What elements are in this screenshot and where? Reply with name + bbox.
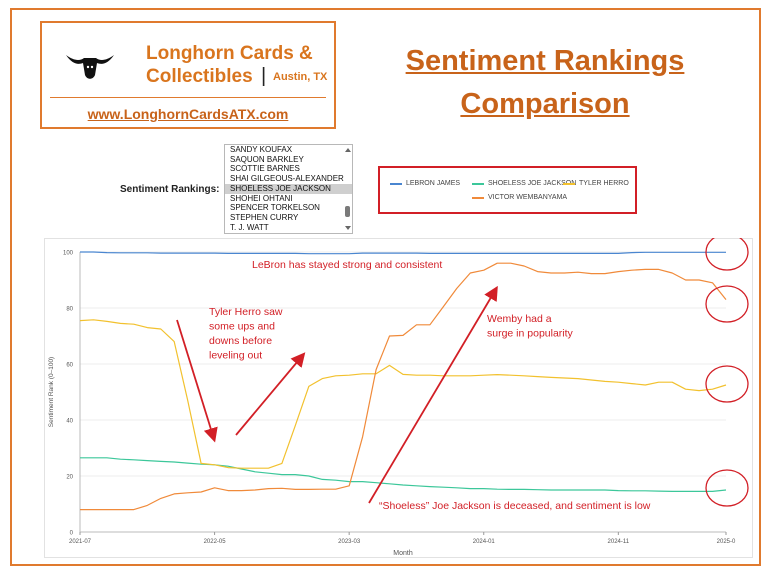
brand-logo-card: Longhorn Cards & Collectibles | Austin, … [40, 21, 336, 129]
scrollbar-thumb[interactable] [345, 206, 350, 217]
y-axis-label: Sentiment Rank (0–100) [48, 357, 55, 427]
annotation-lebron: LeBron has stayed strong and consistent [252, 259, 442, 271]
highlight-circle [705, 469, 749, 507]
sentiment-rankings-label: Sentiment Rankings: [120, 184, 220, 195]
legend-entry: SHOELESS JOE JACKSON [472, 180, 576, 187]
annotation-wemby: surge in popularity [487, 328, 574, 340]
annotation-herro: some ups and [209, 321, 275, 333]
listbox-option[interactable]: SHAI GILGEOUS-ALEXANDER [230, 174, 344, 184]
title-line1: Sentiment Rankings [405, 45, 685, 77]
annotation-herro: leveling out [209, 350, 262, 362]
annotation-arrow [176, 319, 218, 443]
listbox-option[interactable]: SANDY KOUFAX [230, 145, 293, 154]
chart-svg: 0 20 40 60 80 100 2021-07 2022-05 2023-03 2024-01… [44, 233, 753, 558]
listbox-option[interactable]: T. J. WATT [230, 222, 269, 232]
highlight-circle [705, 233, 749, 271]
listbox-option[interactable]: SCOTTIE BARNES [230, 164, 300, 174]
x-tick-label: 2021-07 [69, 539, 92, 545]
sentiment-line-chart: 0 20 40 60 80 100 2021-07 2022-05 2023-03 2024-01… [44, 233, 753, 558]
y-tick-label: 20 [66, 475, 73, 481]
series-line-tyler-herro [79, 319, 727, 469]
legend-swatch [563, 182, 575, 185]
x-axis-label: Month [393, 550, 413, 557]
logo-divider [50, 97, 326, 98]
page-title: Sentiment Rankings Comparison [370, 40, 720, 126]
series-line-victor-wembanyama [80, 262, 727, 511]
x-tick-label: 2024-01 [473, 539, 496, 545]
brand-separator: | [261, 65, 267, 87]
annotation-wemby: Wemby had a [487, 313, 552, 325]
y-tick-label: 40 [66, 419, 73, 425]
legend-swatch [390, 182, 402, 185]
legend-swatch [472, 196, 484, 199]
y-tick-label: 80 [66, 307, 73, 313]
longhorn-bull-icon [66, 55, 114, 79]
y-tick-label: 0 [70, 531, 74, 537]
player-listbox[interactable]: SANDY KOUFAX SAQUON BARKLEY SCOTTIE BARNES… [224, 144, 353, 234]
x-tick-label: 2023-03 [338, 539, 361, 545]
x-tick-label: 2025-0 [717, 539, 736, 545]
listbox-option[interactable]: STEPHEN CURRY [230, 212, 299, 222]
legend-label: VICTOR WEMBANYAMA [488, 194, 568, 201]
scroll-down-icon[interactable] [345, 226, 351, 230]
legend-label: TYLER HERRO [579, 180, 629, 187]
scroll-up-icon[interactable] [345, 148, 351, 152]
chart-border [44, 238, 753, 558]
series-line-shoeless-joe-jackson [80, 457, 727, 492]
listbox-option[interactable]: SAQUON BARKLEY [230, 154, 304, 164]
highlight-circle [705, 285, 749, 323]
x-tick-label: 2024-11 [608, 539, 630, 545]
brand-name-line1: Longhorn Cards & [146, 43, 313, 64]
slide-frame [10, 8, 761, 566]
annotation-arrow [235, 352, 306, 436]
brand-name-line2: Collectibles [146, 66, 253, 87]
legend-entry: TYLER HERRO [563, 180, 629, 187]
website-link[interactable]: www.LonghornCardsATX.com [87, 106, 289, 122]
brand-city: Austin, TX [273, 71, 328, 83]
legend-swatch [472, 182, 484, 185]
title-line2: Comparison [460, 88, 630, 120]
listbox-scrollbar[interactable] [343, 145, 352, 233]
chart-legend: LEBRON JAMES SHOELESS JOE JACKSON TYLER HE… [378, 166, 637, 214]
x-tick-label: 2022-05 [204, 539, 227, 545]
annotation-herro: downs before [209, 335, 272, 347]
legend-entry: LEBRON JAMES [390, 180, 460, 187]
legend-entry: VICTOR WEMBANYAMA [472, 194, 567, 201]
highlight-circle [705, 365, 749, 403]
listbox-option[interactable]: SHOHEI OHTANI [230, 193, 293, 203]
y-tick-label: 60 [66, 363, 73, 369]
legend-label: SHOELESS JOE JACKSON [488, 180, 577, 187]
listbox-option[interactable]: SPENCER TORKELSON [230, 203, 320, 213]
listbox-option[interactable]: SHOELESS JOE JACKSON [225, 183, 352, 194]
y-tick-label: 100 [63, 251, 74, 257]
annotation-herro: Tyler Herro saw [209, 306, 283, 318]
annotation-shoeless: “Shoeless” Joe Jackson is deceased, and … [379, 500, 651, 512]
annotation-arrow [368, 285, 498, 504]
legend-label: LEBRON JAMES [406, 180, 461, 187]
series-line-lebron-james [80, 251, 726, 255]
